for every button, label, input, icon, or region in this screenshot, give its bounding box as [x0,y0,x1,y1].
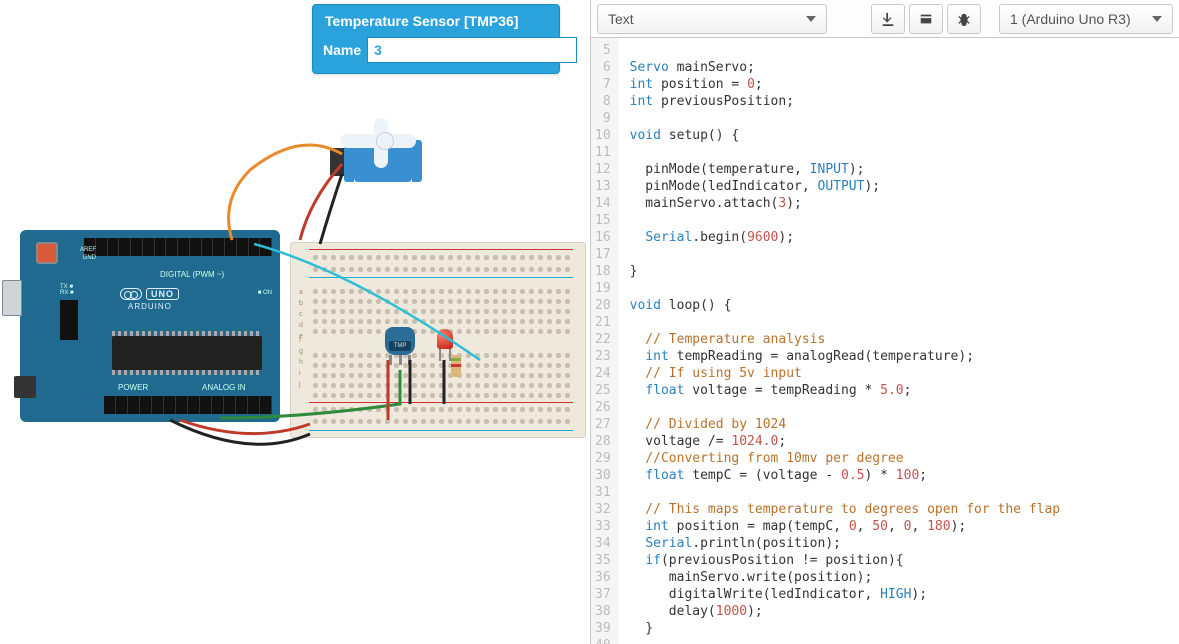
led-component[interactable] [437,329,453,349]
line-gutter: 5678910111213141516171819202122232425262… [591,38,618,644]
arduino-text: ARDUINO [128,302,172,311]
row-labels-bot: fghij [299,337,303,391]
canvas-pane[interactable]: AREFGND DIGITAL (PWM ~) TX ■RX ■ ■ ON UN… [0,0,590,644]
libraries-button[interactable] [909,4,943,34]
breadboard[interactable]: abcde fghij TMP [290,242,586,438]
library-icon [919,12,933,26]
board-dropdown[interactable]: 1 (Arduino Uno R3) [999,4,1173,34]
txrx-leds: TX ■RX ■ [60,284,74,296]
name-field-input[interactable] [367,37,577,63]
digital-header[interactable] [84,238,272,256]
inspector-title: Temperature Sensor [TMP36] [313,5,559,37]
app-root: AREFGND DIGITAL (PWM ~) TX ■RX ■ ■ ON UN… [0,0,1179,644]
aref-gnd-label: AREFGND [80,246,96,262]
download-icon [881,12,895,26]
arduino-brand: UNO [120,288,179,300]
power-rail-bot-pos[interactable] [311,405,573,415]
resistor-component[interactable] [451,355,463,385]
servo-hub [376,132,394,150]
chevron-down-icon [806,16,816,22]
code-editor[interactable]: 5678910111213141516171819202122232425262… [591,38,1179,644]
analogin-label: ANALOG IN [202,383,246,392]
on-led: ■ ON [258,290,272,296]
arduino-uno-board[interactable]: AREFGND DIGITAL (PWM ~) TX ■RX ■ ■ ON UN… [20,230,280,422]
code-view-dropdown[interactable]: Text [597,4,827,34]
debug-button[interactable] [947,4,981,34]
row-labels-top: abcde [299,289,303,343]
component-inspector[interactable]: Temperature Sensor [TMP36] Name [312,4,560,74]
code-body[interactable]: Servo mainServo;int position = 0;int pre… [618,38,1060,644]
power-rail-top-pos[interactable] [311,253,573,263]
icsp-header [60,300,78,340]
reset-button[interactable] [36,242,58,264]
circuit-canvas[interactable]: AREFGND DIGITAL (PWM ~) TX ■RX ■ ■ ON UN… [0,0,590,644]
barrel-jack [14,376,36,398]
download-button[interactable] [871,4,905,34]
servo-component[interactable] [354,140,412,182]
usb-port [2,280,22,316]
power-analog-header[interactable] [104,396,272,414]
atmega-chip [112,336,262,370]
board-dropdown-value: 1 (Arduino Uno R3) [1010,11,1131,27]
digital-label: DIGITAL (PWM ~) [160,270,224,279]
tmp36-label: TMP [389,341,411,351]
chevron-down-icon [1152,16,1162,22]
code-view-value: Text [608,11,634,27]
bug-icon [957,12,971,26]
code-pane: Text 1 (Arduino Uno R3) [590,0,1179,644]
power-rail-top-neg[interactable] [311,265,573,275]
name-field-label: Name [323,42,361,58]
power-rail-bot-neg[interactable] [311,417,573,427]
power-label: POWER [118,383,148,392]
code-toolbar: Text 1 (Arduino Uno R3) [591,0,1179,38]
tmp36-sensor[interactable]: TMP [385,327,415,355]
